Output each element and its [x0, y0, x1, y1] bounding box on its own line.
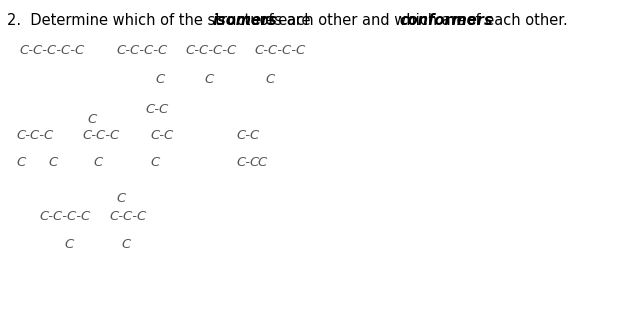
- Text: C: C: [265, 73, 274, 86]
- Text: C: C: [205, 73, 214, 86]
- Text: C: C: [16, 156, 25, 169]
- Text: of each other.: of each other.: [462, 13, 567, 28]
- Text: C-C: C-C: [236, 156, 259, 169]
- Text: C-C-C-C: C-C-C-C: [185, 44, 236, 57]
- Text: C: C: [49, 156, 58, 169]
- Text: C: C: [88, 113, 97, 126]
- Text: C: C: [93, 156, 103, 169]
- Text: C-C: C-C: [236, 128, 259, 142]
- Text: C-C-C: C-C-C: [82, 128, 119, 142]
- Text: C-C-C: C-C-C: [110, 210, 147, 223]
- Text: C: C: [64, 238, 73, 251]
- Text: C-C-C-C-C: C-C-C-C-C: [20, 44, 85, 57]
- Text: C-C: C-C: [146, 103, 169, 116]
- Text: C: C: [257, 156, 267, 169]
- Text: C-C-C: C-C-C: [16, 128, 54, 142]
- Text: C: C: [117, 192, 126, 205]
- Text: C-C-C-C: C-C-C-C: [254, 44, 306, 57]
- Text: C: C: [121, 238, 131, 251]
- Text: 2.  Determine which of the structures are: 2. Determine which of the structures are: [6, 13, 314, 28]
- Text: C-C: C-C: [151, 128, 174, 142]
- Text: isomers: isomers: [212, 13, 277, 28]
- Text: C: C: [156, 73, 165, 86]
- Text: C: C: [151, 156, 160, 169]
- Text: conformers: conformers: [399, 13, 493, 28]
- Text: C-C-C-C: C-C-C-C: [39, 210, 91, 223]
- Text: of each other and which are: of each other and which are: [256, 13, 470, 28]
- Text: C-C-C-C: C-C-C-C: [117, 44, 167, 57]
